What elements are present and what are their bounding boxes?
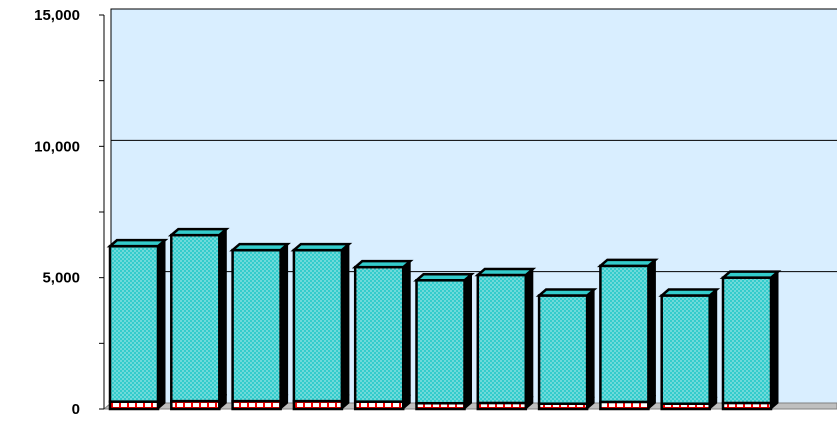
bar-segment bbox=[231, 248, 282, 403]
bar-side bbox=[157, 239, 166, 403]
y-tick-label: 15,000 bbox=[34, 7, 80, 24]
bar-segment bbox=[170, 233, 221, 403]
bar-side bbox=[341, 242, 350, 403]
bar-top bbox=[106, 238, 169, 248]
bar-side bbox=[647, 258, 656, 403]
bar-group bbox=[658, 288, 721, 411]
bar-group bbox=[719, 270, 782, 411]
bar-side bbox=[218, 228, 227, 403]
y-tick-label: 5,000 bbox=[42, 270, 80, 287]
bar-top bbox=[474, 267, 537, 277]
bar-group bbox=[290, 242, 353, 411]
bar-side bbox=[586, 288, 595, 405]
bar-side bbox=[402, 260, 411, 403]
bar-segment bbox=[537, 294, 589, 405]
bar-side bbox=[525, 267, 534, 405]
bar-segment bbox=[292, 248, 344, 403]
bar-top bbox=[290, 242, 353, 252]
bar-segment bbox=[108, 244, 160, 403]
y-tick-label: 10,000 bbox=[34, 138, 80, 155]
bar-segment bbox=[599, 264, 650, 404]
bar-top bbox=[719, 270, 782, 279]
bar-top bbox=[413, 273, 475, 282]
bar-top bbox=[229, 242, 291, 252]
y-tick-labels: 0 5,000 10,000 15,000 bbox=[34, 7, 80, 418]
y-axis bbox=[99, 14, 105, 410]
bar-top bbox=[597, 258, 659, 268]
bar-segment bbox=[476, 273, 528, 405]
bar-group bbox=[535, 288, 598, 411]
bar-segment bbox=[415, 279, 466, 405]
bar-segment bbox=[721, 276, 773, 405]
bar-group bbox=[351, 259, 414, 411]
bar-group bbox=[106, 238, 169, 411]
bar-group bbox=[229, 242, 291, 411]
bar-group bbox=[413, 273, 475, 411]
bar-top bbox=[167, 227, 230, 237]
bar-side bbox=[280, 242, 289, 403]
bar-side bbox=[709, 288, 718, 405]
bar-group bbox=[474, 267, 537, 411]
bar-side bbox=[464, 273, 472, 405]
bars bbox=[106, 227, 782, 411]
bar-segment bbox=[353, 265, 405, 403]
y-tick-label: 0 bbox=[72, 401, 80, 418]
bar-top bbox=[535, 288, 598, 297]
bar-side bbox=[770, 270, 779, 405]
bar-top bbox=[351, 259, 414, 269]
bar-group bbox=[167, 227, 230, 411]
bar-group bbox=[597, 258, 659, 411]
bar-top bbox=[658, 288, 721, 297]
bar-segment bbox=[660, 294, 711, 405]
